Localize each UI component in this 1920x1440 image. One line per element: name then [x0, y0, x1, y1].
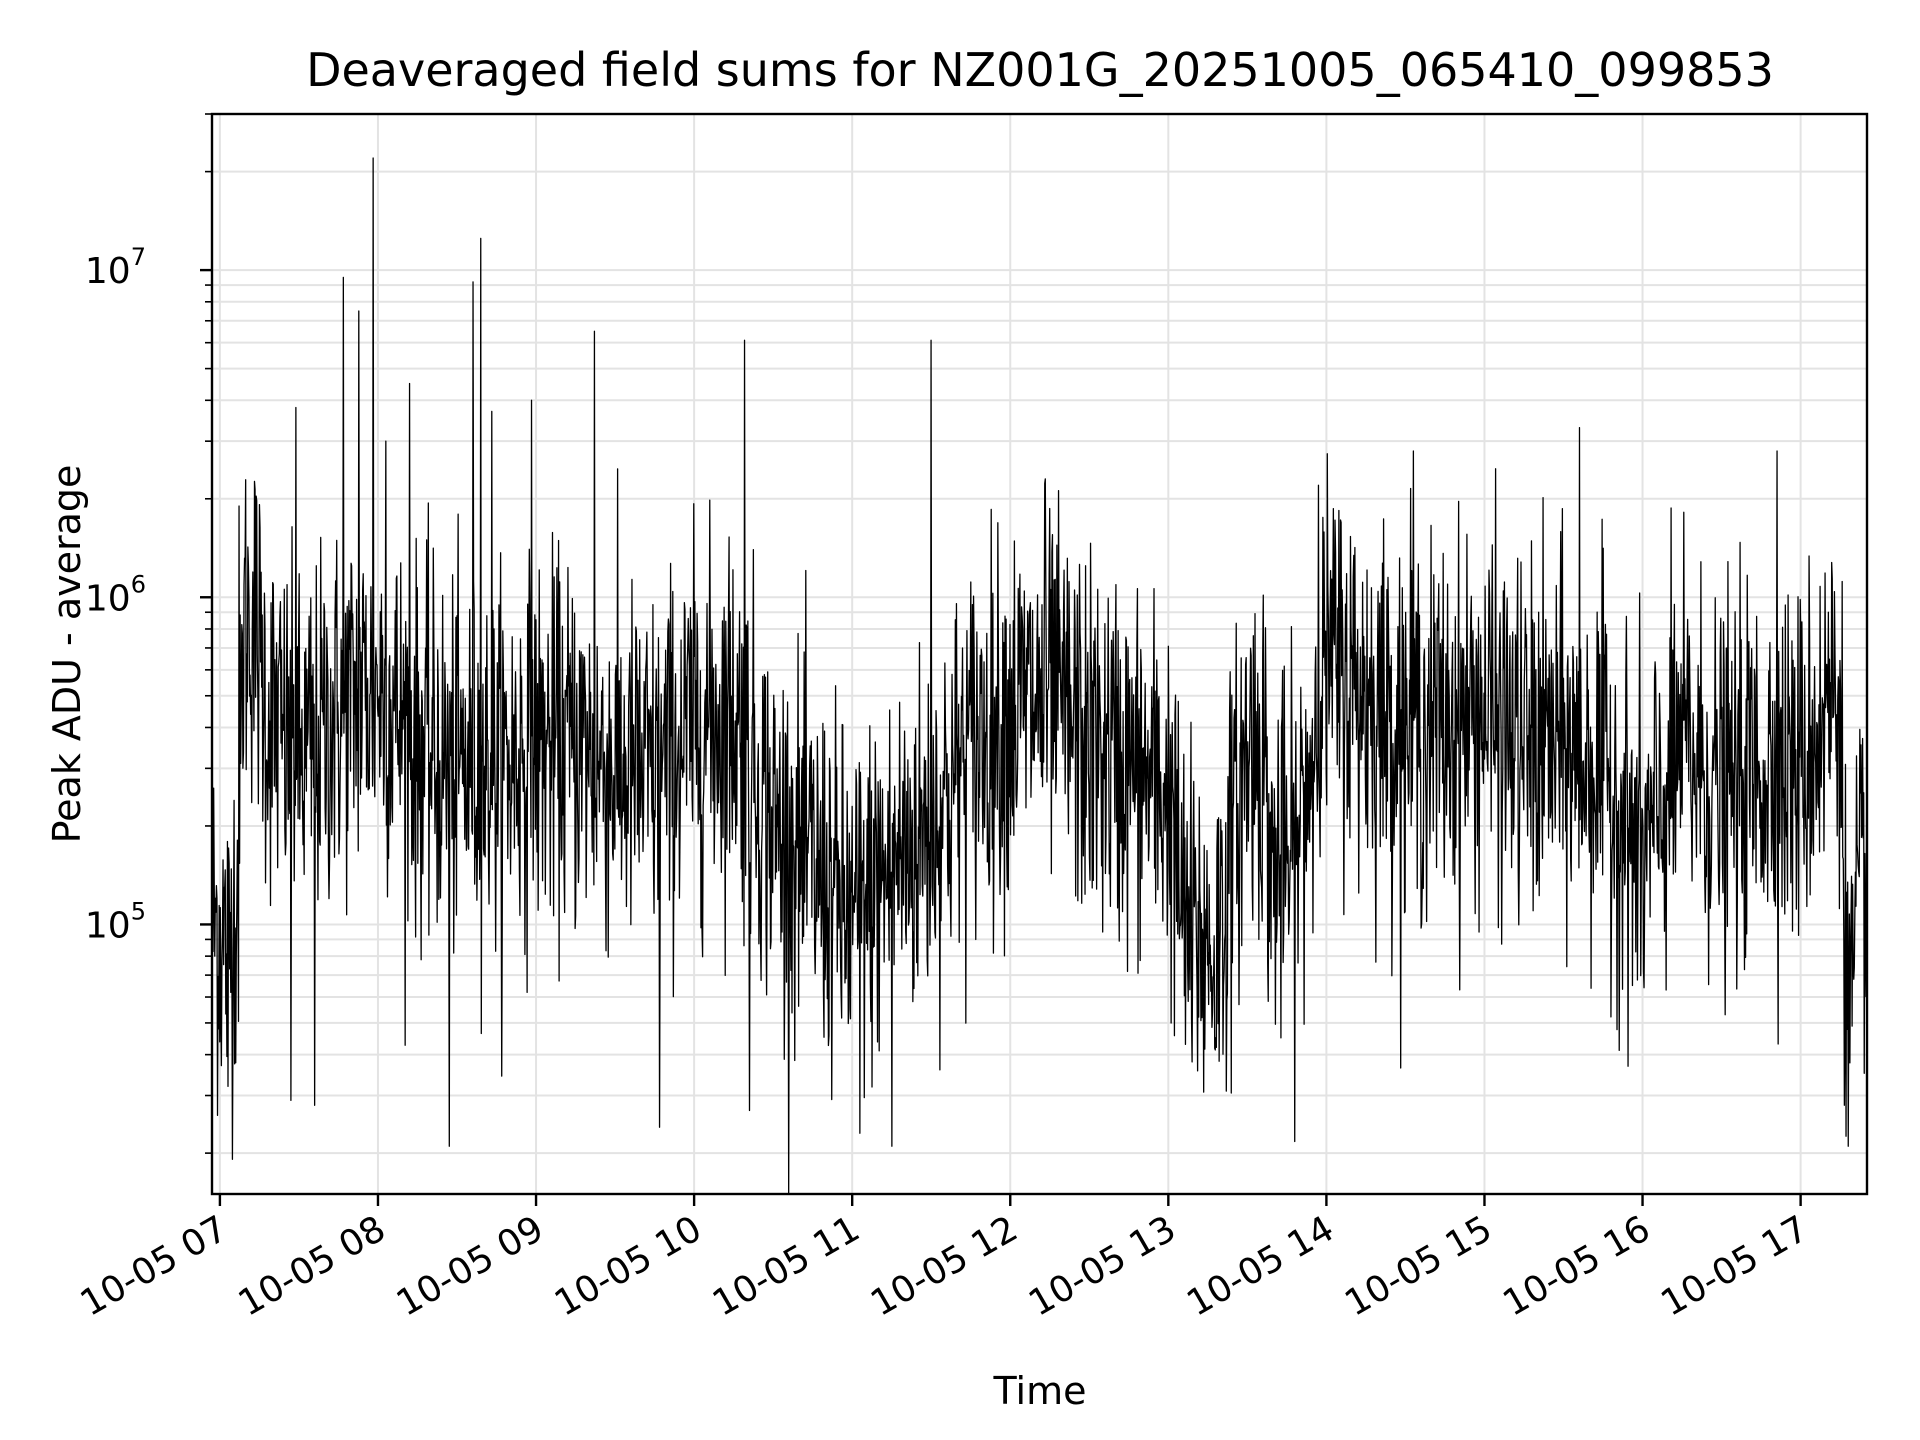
series-line: [211, 157, 1868, 1195]
x-axis-label: Time: [993, 1369, 1087, 1413]
series-layer: [211, 157, 1868, 1195]
plot-area-frame: [210, 112, 1869, 1196]
y-tick-label: 107: [85, 243, 146, 292]
y-tick-label: 106: [85, 570, 146, 619]
y-axis-label: Peak ADU - average: [45, 465, 89, 844]
y-tick-label: 105: [85, 897, 146, 946]
chart-title: Deaveraged field sums for NZ001G_2025100…: [306, 43, 1774, 97]
